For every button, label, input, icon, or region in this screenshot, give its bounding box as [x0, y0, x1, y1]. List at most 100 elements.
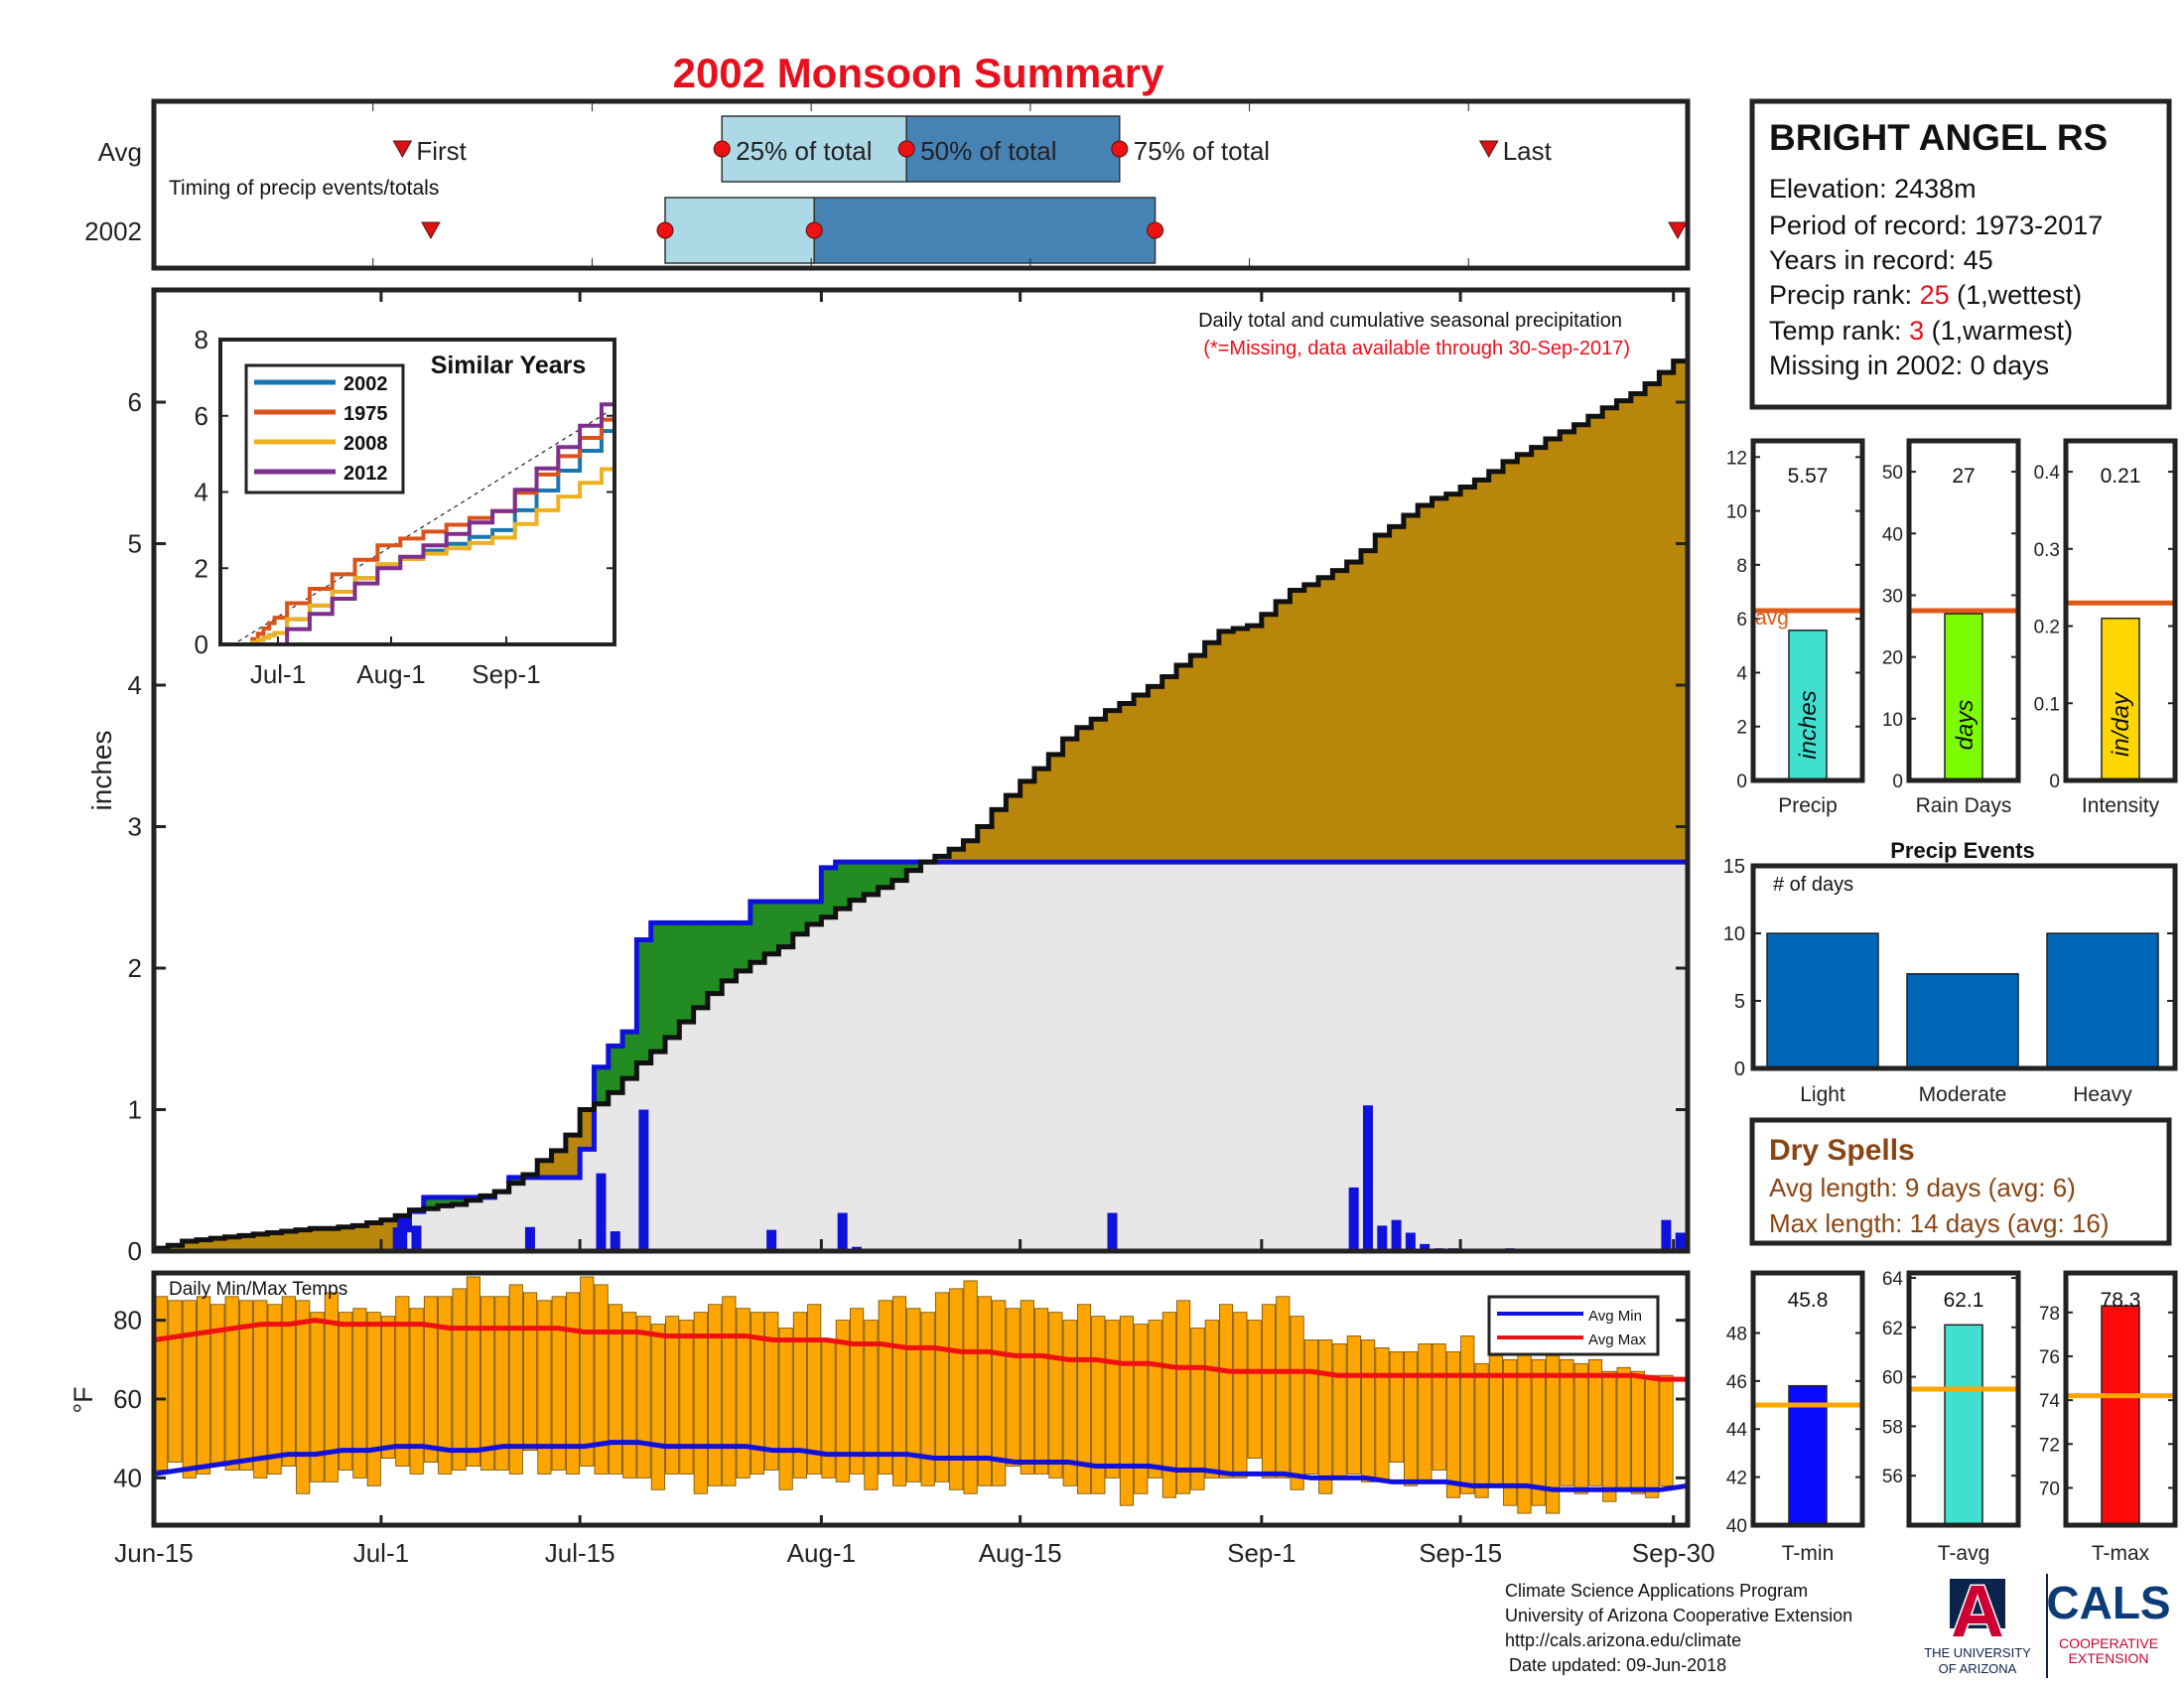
daily-temp-range-bar	[1318, 1339, 1333, 1494]
intensity-chart: 0 0.1 0.2 0.3 0.4	[2034, 438, 2178, 792]
main-note-2: (*=Missing, data available through 30-Se…	[1203, 338, 1630, 359]
precip-tick-label: 12	[1726, 448, 1747, 469]
cumulative-base-day	[1445, 862, 1461, 1251]
dry-spells-title: Dry Spells	[1769, 1134, 1915, 1167]
avg-min-temp-line	[153, 1440, 1689, 1492]
precip-tick-label: 4	[1736, 663, 1747, 684]
above-average-fill-day	[1360, 550, 1376, 863]
precip-rank-value: 25	[1920, 280, 1950, 310]
temps-frame	[151, 1270, 1691, 1528]
timing-avg-last-marker	[1478, 140, 1499, 159]
tmin-bar	[1788, 1384, 1828, 1526]
cumulative-base-day	[934, 862, 950, 1251]
timing-p50-label: 50% of total	[920, 136, 1056, 166]
ua-logo-line-1: THE UNIVERSITY	[1924, 1645, 2031, 1660]
xtick-label: Jun-15	[114, 1538, 194, 1568]
above-average-fill-day	[1176, 665, 1191, 863]
daily-temp-range-bar	[1276, 1296, 1291, 1478]
cumulative-base-day	[1134, 862, 1149, 1251]
tmax-tick-label: 76	[2039, 1347, 2060, 1368]
precip-tick-label: 10	[1726, 502, 1747, 523]
daily-precip-bar	[596, 1173, 607, 1251]
ua-logo-line-2: OF ARIZONA	[1939, 1661, 2017, 1676]
tmax-bar	[2101, 1305, 2140, 1526]
daily-temp-range-bar	[395, 1296, 410, 1467]
daily-temp-range-bar	[708, 1304, 723, 1486]
cumulative-base-day	[849, 900, 865, 1251]
below-average-fill-day	[707, 922, 723, 994]
below-average-fill-day	[764, 902, 780, 954]
timing-last-label: Last	[1503, 136, 1553, 166]
timing-2002-p50-marker	[805, 221, 823, 239]
above-average-fill-day	[1247, 626, 1263, 863]
event-bar-light	[1766, 932, 1879, 1069]
daily-temp-range-bar	[452, 1288, 467, 1471]
cumulative-base-day	[878, 887, 893, 1251]
tmax-tick-label: 70	[2039, 1478, 2060, 1499]
daily-temp-range-bar	[1346, 1336, 1361, 1475]
below-average-fill-day	[849, 862, 865, 901]
daily-temp-range-bar	[864, 1320, 879, 1490]
above-average-fill-day	[1573, 424, 1589, 863]
daily-temp-range-bar	[693, 1312, 708, 1494]
daily-temp-range-bar	[267, 1304, 282, 1475]
precip-frame	[1750, 438, 1865, 783]
above-average-fill-day	[1587, 416, 1603, 863]
above-average-fill-day	[1488, 471, 1504, 863]
cumulative-base-day	[679, 1022, 695, 1251]
cumulative-base-day	[494, 1192, 510, 1251]
below-average-fill-day	[835, 862, 851, 910]
cumulative-base-day	[1531, 862, 1547, 1251]
timing-panel: Avg 2002 Timing of precip events/totals …	[84, 98, 1691, 271]
temps-panel: 40 60 80 Daily Min/Max Temps °F Avg Min Av…	[68, 1270, 1691, 1528]
footer-line-3: http://cals.arizona.edu/climate	[1505, 1630, 1741, 1650]
daily-temp-range-bar	[722, 1296, 737, 1486]
dry-spells-box: Dry Spells Avg length: 9 days (avg: 6) M…	[1749, 1117, 2172, 1246]
daily-temp-range-bar	[1105, 1320, 1120, 1478]
intensity-value: 0.21	[2101, 465, 2141, 488]
daily-temp-range-bar	[608, 1304, 622, 1475]
cumulative-base-day	[452, 1203, 468, 1251]
inset-ytick-label: 8	[195, 325, 208, 354]
tavg-tick-label: 64	[1882, 1269, 1904, 1290]
daily-temp-range-bar	[409, 1308, 424, 1475]
timing-2002-p75-marker	[1147, 221, 1164, 239]
cumulative-base-day	[1247, 862, 1263, 1251]
cumulative-base-day	[1460, 862, 1476, 1251]
cumulative-base-day	[1020, 862, 1035, 1251]
cumulative-base-day	[707, 993, 723, 1251]
raindays-bar-label: days	[1952, 700, 1979, 751]
below-average-fill-day	[821, 867, 837, 917]
main-ytick-label: 1	[128, 1095, 142, 1125]
cumulative-base-day	[1006, 862, 1022, 1251]
daily-temp-range-bar	[1573, 1362, 1588, 1494]
daily-temp-range-bar	[352, 1308, 367, 1478]
above-average-fill-day	[1276, 601, 1292, 863]
below-average-fill-day	[693, 922, 709, 1008]
daily-temp-range-bar	[1134, 1324, 1149, 1494]
tmax-title: T-max	[2092, 1542, 2150, 1565]
below-average-fill-day	[906, 862, 922, 871]
daily-temp-range-bar	[1474, 1362, 1489, 1498]
legend-avg-max-label: Avg Max	[1588, 1332, 1647, 1348]
tmin-value: 45.8	[1788, 1289, 1829, 1312]
tavg-chart: 56 58 60 62 64	[1882, 1269, 2021, 1528]
station-info-box: BRIGHT ANGEL RS Elevation: 2438m Period …	[1749, 98, 2172, 410]
above-average-fill-day	[565, 1135, 581, 1178]
daily-precip-bar	[837, 1212, 848, 1251]
tmin-chart: 40 42 44 46 48	[1726, 1270, 1865, 1537]
daily-precip-bar	[397, 1215, 408, 1251]
similar-years-inset: 0 2 4 6 8 Jul-1 Aug-1 Sep-1 Similar Years 2002 1…	[195, 325, 616, 689]
xtick-label: Jul-1	[353, 1538, 409, 1568]
daily-temp-range-bar	[1176, 1300, 1191, 1494]
university-of-arizona-logo: A THE UNIVERSITY OF ARIZONA	[1924, 1569, 2031, 1677]
cumulative-base-day	[1276, 862, 1292, 1251]
footer-line-2: University of Arizona Cooperative Extens…	[1505, 1606, 1852, 1625]
intensity-title: Intensity	[2082, 794, 2160, 817]
cumulative-base-day	[1233, 862, 1249, 1251]
daily-precip-bar	[1420, 1243, 1431, 1251]
event-bar-heavy	[2046, 932, 2159, 1069]
timing-avg-p25-marker	[713, 140, 731, 158]
above-average-fill-day	[281, 1231, 297, 1251]
